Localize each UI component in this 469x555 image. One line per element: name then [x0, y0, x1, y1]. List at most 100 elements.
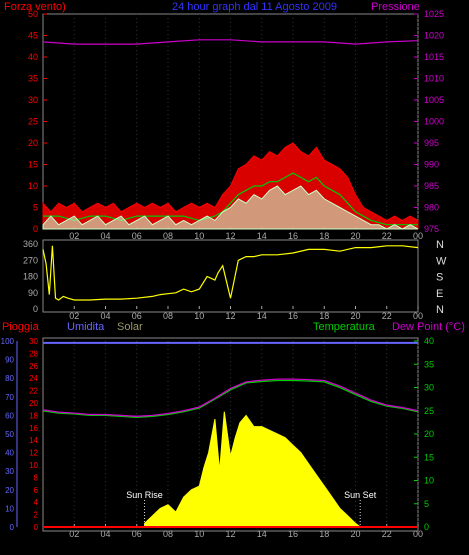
rain-temp-solar-chart: 0102030405060708090100024681012141618202…: [1, 336, 434, 539]
x-tick-label: 18: [319, 311, 329, 321]
y-left-tick-label: 20: [28, 138, 38, 148]
series-solar: [144, 411, 362, 528]
x-tick-label: 14: [257, 529, 267, 539]
temp-tick-label: 20: [424, 429, 434, 439]
temp-tick-label: 0: [424, 522, 429, 532]
umidita-tick-label: 28: [29, 349, 38, 358]
pioggia-tick-label: 10: [5, 504, 14, 513]
x-tick-label: 10: [194, 231, 204, 241]
x-tick-label: 22: [382, 311, 392, 321]
y-left-tick-label: 10: [28, 181, 38, 191]
x-tick-label: 04: [100, 529, 110, 539]
temperatura-label: Temperatura: [313, 321, 376, 333]
x-tick-label: 12: [225, 311, 235, 321]
x-tick-label: 20: [350, 231, 360, 241]
solar-label: Solar: [117, 321, 143, 333]
y-tick-label: 90: [28, 288, 38, 298]
x-tick-label: 16: [288, 529, 298, 539]
umidita-tick-label: 22: [29, 387, 38, 396]
compass-label: N: [436, 304, 444, 316]
y-right-tick-label: 1005: [424, 95, 444, 105]
series-wind-speed: [42, 185, 419, 230]
wind-title: Forza vento): [4, 1, 66, 13]
temp-tick-label: 30: [424, 383, 434, 393]
y-left-tick-label: 5: [33, 203, 38, 213]
compass-label: E: [436, 288, 443, 300]
temp-tick-label: 10: [424, 476, 434, 486]
pioggia-tick-label: 80: [5, 374, 14, 383]
y-left-tick-label: 30: [28, 95, 38, 105]
pioggia-tick-label: 40: [5, 449, 14, 458]
x-tick-label: 00: [413, 529, 423, 539]
direction-panel-frame: [42, 239, 419, 313]
y-right-tick-label: 995: [424, 138, 439, 148]
y-tick-label: 360: [23, 239, 38, 249]
x-tick-label: 22: [382, 231, 392, 241]
pioggia-label: Pioggia: [2, 321, 40, 333]
x-tick-label: 10: [194, 529, 204, 539]
umidita-tick-label: 8: [34, 473, 39, 482]
umidita-tick-label: 12: [29, 449, 38, 458]
chart-title: 24 hour graph dal 11 Agosto 2009: [172, 1, 337, 13]
x-tick-label: 14: [257, 231, 267, 241]
temp-tick-label: 5: [424, 499, 429, 509]
umidita-tick-label: 4: [34, 498, 39, 507]
y-left-tick-label: 0: [33, 224, 38, 234]
series-wind-avg: [43, 172, 418, 226]
umidita-tick-label: 16: [29, 424, 38, 433]
umidita-tick-label: 18: [29, 411, 38, 420]
umidita-tick-label: 10: [29, 461, 38, 470]
x-tick-label: 20: [350, 529, 360, 539]
y-left-tick-label: 35: [28, 74, 38, 84]
y-left-tick-label: 25: [28, 117, 38, 127]
temp-tick-label: 25: [424, 406, 434, 416]
umidita-tick-label: 24: [29, 374, 38, 383]
pioggia-tick-label: 70: [5, 393, 14, 402]
x-tick-label: 02: [69, 529, 79, 539]
x-tick-label: 00: [413, 231, 423, 241]
y-tick-label: 180: [23, 272, 38, 282]
x-tick-label: 22: [382, 529, 392, 539]
compass-label: N: [436, 239, 444, 251]
x-tick-label: 12: [225, 529, 235, 539]
x-tick-label: 16: [288, 311, 298, 321]
series-pressure: [42, 39, 419, 45]
y-right-tick-label: 1010: [424, 74, 444, 84]
pioggia-tick-label: 0: [10, 523, 15, 532]
umidita-tick-label: 26: [29, 362, 38, 371]
y-left-tick-label: 40: [28, 52, 38, 62]
wind-pressure-chart: 0510152025303540455097598098599099510001…: [28, 9, 444, 241]
x-tick-label: 08: [163, 231, 173, 241]
x-tick-label: 18: [319, 231, 329, 241]
x-tick-label: 14: [257, 311, 267, 321]
x-tick-label: 02: [69, 231, 79, 241]
series-dew-point: [42, 378, 419, 417]
umidita-tick-label: 0: [34, 523, 39, 532]
temp-tick-label: 15: [424, 452, 434, 462]
dew-point-label: Dew Point (°C): [392, 321, 465, 333]
pioggia-tick-label: 100: [1, 337, 15, 346]
x-tick-label: 02: [69, 311, 79, 321]
x-tick-label: 04: [100, 311, 110, 321]
y-left-tick-label: 50: [28, 9, 38, 19]
umidita-label: Umidita: [67, 321, 105, 333]
y-tick-label: 270: [23, 255, 38, 265]
x-tick-label: 18: [319, 529, 329, 539]
series-direction: [42, 245, 419, 301]
sun-marker-label: Sun Rise: [126, 490, 163, 500]
umidita-tick-label: 30: [29, 337, 38, 346]
x-tick-label: 08: [163, 311, 173, 321]
sun-marker-label: Sun Set: [344, 490, 377, 500]
x-tick-label: 06: [132, 311, 142, 321]
pioggia-tick-label: 60: [5, 411, 14, 420]
x-tick-label: 20: [350, 311, 360, 321]
y-right-tick-label: 1020: [424, 31, 444, 41]
x-tick-label: 12: [225, 231, 235, 241]
y-right-tick-label: 1015: [424, 52, 444, 62]
series-temperature: [42, 379, 419, 418]
umidita-tick-label: 14: [29, 436, 38, 445]
y-tick-label: 0: [33, 304, 38, 314]
umidita-tick-label: 6: [34, 486, 39, 495]
pioggia-tick-label: 30: [5, 467, 14, 476]
